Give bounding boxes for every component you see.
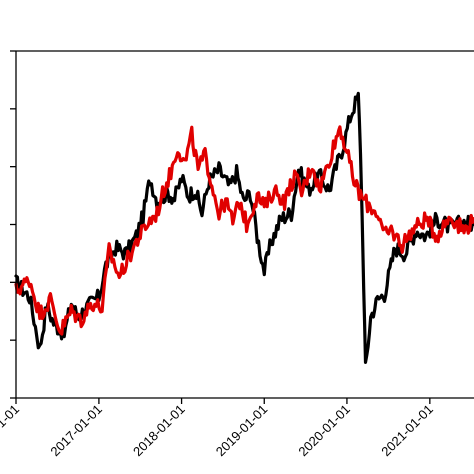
y-axis-ticks [10, 50, 16, 399]
series-line-2 [14, 125, 474, 336]
series-layer [14, 91, 474, 364]
series-line-1 [14, 91, 474, 364]
